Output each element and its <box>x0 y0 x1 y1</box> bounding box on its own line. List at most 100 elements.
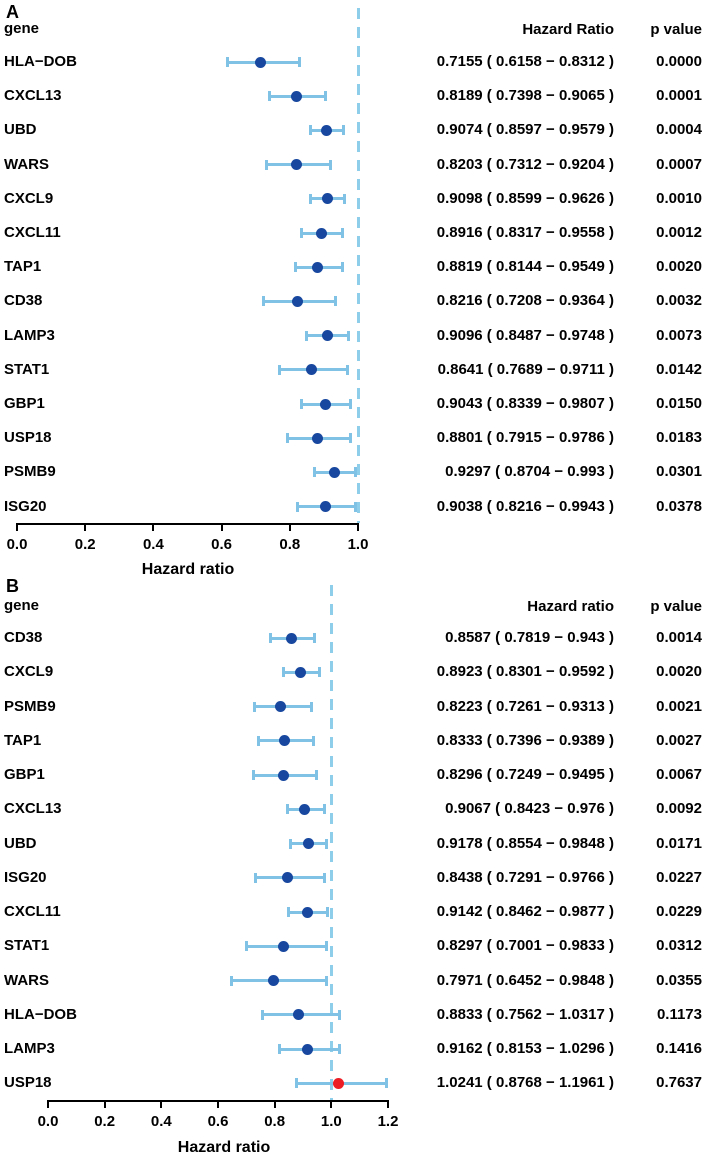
gene-label: WARS <box>4 155 49 173</box>
p-value-label: 0.0183 <box>656 429 702 447</box>
error-bar-cap-left <box>252 770 256 780</box>
x-axis-tick <box>220 525 223 531</box>
error-bar-cap-left <box>293 262 297 273</box>
x-axis-title-b: Hazard ratio <box>177 1139 271 1156</box>
x-axis-tick-label: 0.2 <box>74 536 96 553</box>
p-value-label: 0.0301 <box>656 463 702 481</box>
point-estimate-dot <box>295 666 307 678</box>
reference-line-b <box>329 585 333 1100</box>
p-value-label: 0.1416 <box>656 1040 702 1057</box>
x-axis-tick-label: 0.4 <box>142 536 164 553</box>
gene-label: CXCL9 <box>4 663 54 681</box>
panel-label-a: A <box>6 2 19 22</box>
gene-label: ISG20 <box>4 868 47 886</box>
error-bar-cap-left <box>289 838 293 849</box>
x-axis-tick <box>217 1102 219 1108</box>
hazard-ratio-ci-label: 0.8819 ( 0.8144 − 0.9549 ) <box>436 258 614 276</box>
point-estimate-dot <box>285 632 297 644</box>
p-value-label: 0.0000 <box>656 53 702 70</box>
error-bar-cap-right <box>353 467 357 478</box>
p-value-label: 0.0001 <box>656 87 702 105</box>
point-estimate-dot <box>302 1043 314 1055</box>
point-estimate-dot <box>328 466 340 478</box>
point-estimate-dot <box>291 295 303 307</box>
gene-label: USP18 <box>4 429 52 447</box>
hazard-ratio-ci-label: 0.8189 ( 0.7398 − 0.9065 ) <box>436 87 614 105</box>
hazard-ratio-ci-label: 0.8216 ( 0.7208 − 0.9364 ) <box>436 292 614 310</box>
hazard-ratio-ci-label: 0.9142 ( 0.8462 − 0.9877 ) <box>436 903 614 920</box>
error-bar-cap-left <box>268 633 272 643</box>
x-axis-tick <box>47 1102 49 1108</box>
p-value-label: 0.7637 <box>656 1074 702 1092</box>
error-bar-cap-right <box>325 838 329 849</box>
gene-label: CXCL11 <box>4 224 61 241</box>
error-bar-cap-right <box>312 735 316 746</box>
error-bar-cap-right <box>348 433 352 444</box>
p-value-label: 0.0020 <box>656 663 702 681</box>
error-bar-cap-right <box>322 804 326 815</box>
p-value-label: 0.0012 <box>656 224 702 241</box>
p-value-label: 0.0312 <box>656 937 702 955</box>
error-bar-cap-right <box>298 57 302 67</box>
gene-label: HLA−DOB <box>4 1005 77 1023</box>
hazard-ratio-ci-label: 0.8438 ( 0.7291 − 0.9766 ) <box>436 868 614 886</box>
point-estimate-dot <box>290 90 302 102</box>
x-axis-tick-label: 0.8 <box>279 536 301 553</box>
panel-label-b: B <box>6 576 19 596</box>
x-axis-tick-label: 0.2 <box>94 1113 116 1130</box>
point-estimate-dot <box>255 56 267 68</box>
error-bar-cap-left <box>312 467 316 478</box>
point-estimate-dot <box>302 838 314 849</box>
error-bar-cap-right <box>346 364 350 375</box>
x-axis-tick-label: 1.2 <box>377 1113 399 1130</box>
hazard-ratio-ci-label: 0.9297 ( 0.8704 − 0.993 ) <box>445 463 614 481</box>
point-estimate-dot <box>319 398 331 410</box>
hazard-ratio-ci-label: 0.9162 ( 0.8153 − 1.0296 ) <box>436 1040 614 1057</box>
x-axis-b <box>47 1100 389 1102</box>
point-estimate-dot <box>291 159 303 171</box>
error-bar-cap-right <box>347 330 351 341</box>
point-estimate-dot <box>275 701 287 712</box>
hazard-ratio-ci-label: 0.7155 ( 0.6158 − 0.8312 ) <box>436 53 614 70</box>
error-bar-cap-left <box>299 228 303 238</box>
p-value-label: 0.0073 <box>656 326 702 344</box>
error-bar-cap-right <box>340 228 344 238</box>
x-axis-tick-label: 0.6 <box>211 536 233 553</box>
p-value-label: 0.0004 <box>656 121 702 139</box>
error-bar-cap-left <box>305 330 309 341</box>
error-bar-cap-left <box>261 1009 265 1020</box>
gene-label: USP18 <box>4 1074 52 1092</box>
hazard-ratio-ci-label: 0.9178 ( 0.8554 − 0.9848 ) <box>436 834 614 852</box>
hazard-ratio-ci-label: 0.8833 ( 0.7562 − 1.0317 ) <box>436 1005 614 1023</box>
hazard-ratio-ci-label: 0.9043 ( 0.8339 − 0.9807 ) <box>436 395 614 412</box>
p-value-label: 0.0067 <box>656 766 702 783</box>
error-bar-cap-right <box>313 633 317 643</box>
point-estimate-dot <box>281 872 293 884</box>
hazard-ratio-ci-label: 0.8587 ( 0.7819 − 0.943 ) <box>445 629 614 646</box>
point-estimate-dot <box>277 940 289 952</box>
reference-line-a <box>356 8 360 523</box>
point-estimate-dot <box>301 906 313 918</box>
x-axis-tick <box>357 525 359 531</box>
gene-label: STAT1 <box>4 937 50 955</box>
x-axis-tick <box>103 1102 106 1108</box>
error-bar-cap-right <box>341 125 345 136</box>
hazard-ratio-ci-label: 0.8801 ( 0.7915 − 0.9786 ) <box>436 429 614 447</box>
hazard-ratio-ci-label: 0.9067 ( 0.8423 − 0.976 ) <box>445 800 614 818</box>
p-value-label: 0.0229 <box>656 903 702 920</box>
point-estimate-dot <box>315 227 327 239</box>
point-estimate-dot <box>299 803 311 815</box>
p-value-label: 0.0355 <box>656 971 702 989</box>
gene-label: PSMB9 <box>4 463 56 481</box>
gene-label: TAP1 <box>4 258 42 276</box>
error-bar-cap-right <box>334 296 338 307</box>
error-bar-cap-left <box>261 296 265 307</box>
error-bar-cap-right <box>328 159 332 170</box>
error-bar-cap-left <box>295 1078 299 1089</box>
gene-label: WARS <box>4 971 49 989</box>
gene-label: CXCL13 <box>4 800 62 818</box>
point-estimate-dot <box>321 330 333 342</box>
error-bar-cap-left <box>296 501 300 512</box>
x-axis-tick <box>330 1102 333 1108</box>
